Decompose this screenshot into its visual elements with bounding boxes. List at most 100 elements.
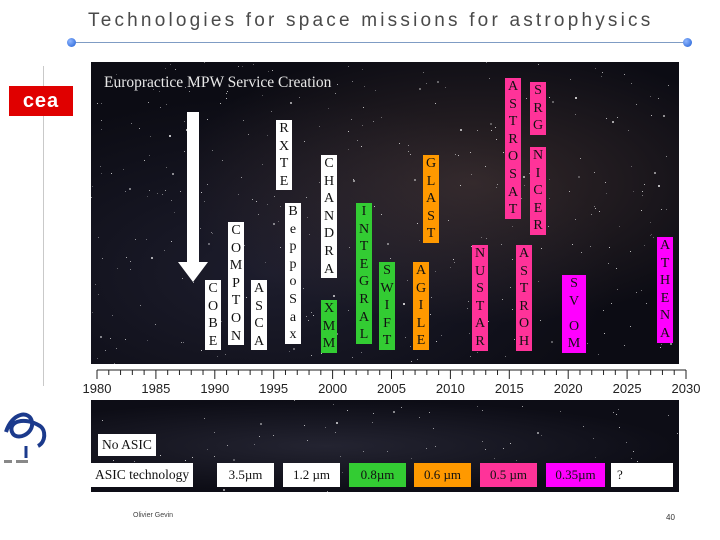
star <box>113 460 114 461</box>
mission-letter: B <box>208 316 218 332</box>
star <box>348 149 349 150</box>
star <box>624 345 625 346</box>
star <box>488 321 489 322</box>
mission-letter: R <box>533 218 543 234</box>
star <box>184 151 185 152</box>
star <box>575 97 577 99</box>
star <box>619 226 620 227</box>
mission-letter: e <box>289 221 297 237</box>
star <box>653 237 654 238</box>
mission-letter: M <box>322 336 336 352</box>
star <box>538 64 539 65</box>
star <box>238 194 239 195</box>
star <box>613 412 614 413</box>
axis-tick-label: 1990 <box>200 381 230 396</box>
star <box>668 85 669 86</box>
star <box>154 82 155 83</box>
star <box>477 352 478 353</box>
star <box>307 217 308 218</box>
star <box>272 70 273 71</box>
star <box>130 269 131 270</box>
left-divider <box>43 66 44 386</box>
star <box>502 299 503 300</box>
mission-letter: H <box>518 333 530 349</box>
mission-letter: T <box>660 255 670 271</box>
mission-letter: S <box>509 166 517 182</box>
mission-letter: L <box>359 327 369 343</box>
star <box>160 455 161 456</box>
star <box>437 81 439 83</box>
mission-letter: o <box>289 274 297 290</box>
star <box>304 141 305 142</box>
star <box>243 120 244 121</box>
star <box>495 127 496 128</box>
cea-logo: cea <box>9 86 73 116</box>
star <box>598 354 599 355</box>
axis-tick-label: 2000 <box>318 381 348 396</box>
tech-next: ? <box>611 463 673 487</box>
mission-letter: T <box>382 333 392 349</box>
star <box>271 111 272 112</box>
star <box>98 294 99 295</box>
star <box>512 309 513 310</box>
star <box>309 234 310 235</box>
mission-letter: S <box>534 83 542 98</box>
star <box>594 206 595 207</box>
axis-tick-label: 2015 <box>494 381 524 396</box>
star <box>303 288 304 289</box>
star <box>460 185 461 186</box>
star <box>361 146 362 147</box>
star <box>512 259 513 260</box>
star <box>260 423 262 425</box>
mission-letter: T <box>359 239 369 255</box>
mission-letter: G <box>358 274 370 290</box>
star <box>619 427 620 428</box>
star <box>289 351 290 352</box>
star <box>548 226 549 227</box>
star <box>361 352 362 353</box>
star <box>248 134 249 135</box>
star <box>375 90 376 91</box>
star <box>353 180 355 182</box>
star <box>608 263 609 264</box>
mission-letter: G <box>415 280 427 296</box>
star <box>101 120 102 121</box>
europractice-label: Europractice MPW Service Creation <box>104 74 332 91</box>
star <box>471 174 472 175</box>
star <box>435 271 436 272</box>
star <box>497 184 498 185</box>
star <box>410 154 411 155</box>
star <box>477 406 478 407</box>
star <box>201 192 202 193</box>
star <box>195 84 196 85</box>
star <box>666 156 667 157</box>
star <box>116 74 117 75</box>
mission-letter: A <box>507 184 519 200</box>
star <box>668 415 669 416</box>
star <box>455 154 456 155</box>
mission-letter: A <box>253 333 265 349</box>
star <box>200 228 201 229</box>
star <box>348 310 349 311</box>
star <box>204 418 205 419</box>
star <box>372 422 373 423</box>
mission-letter: A <box>518 246 530 261</box>
rule-dot-left <box>67 38 76 47</box>
star <box>306 197 307 198</box>
star <box>149 190 150 191</box>
star <box>92 186 93 187</box>
star <box>609 247 610 248</box>
star <box>123 169 124 170</box>
star <box>337 84 338 85</box>
mission-letter: O <box>230 240 242 256</box>
star <box>226 98 227 99</box>
star <box>238 66 239 67</box>
star <box>223 489 225 491</box>
star <box>244 245 245 246</box>
mission-letter: C <box>231 223 241 238</box>
